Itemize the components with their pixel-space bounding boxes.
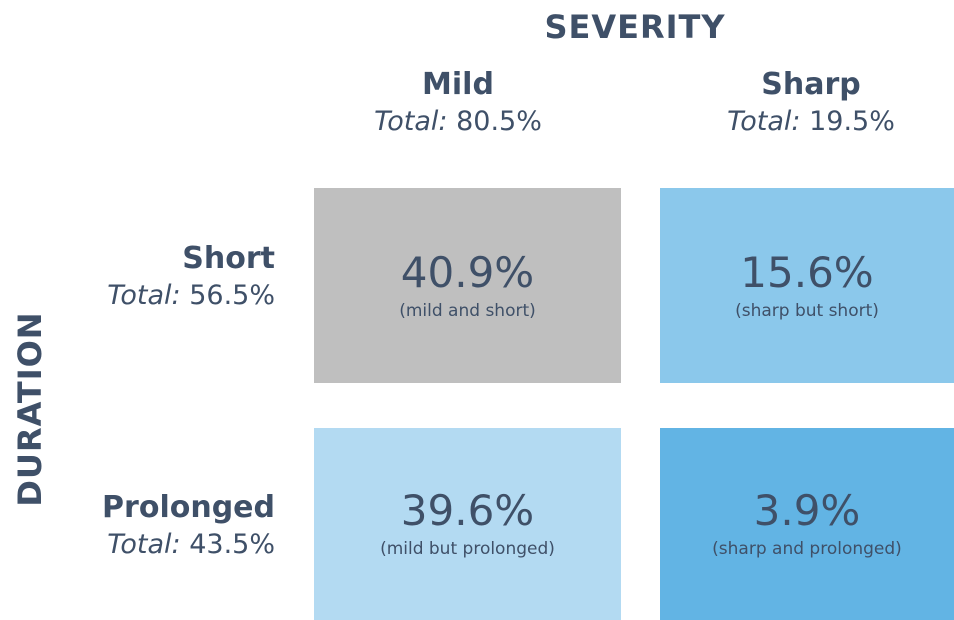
cell-value: 40.9% xyxy=(400,247,535,297)
total-value: 80.5% xyxy=(456,106,542,137)
total-value: 43.5% xyxy=(189,529,275,560)
cell-note: (mild and short) xyxy=(399,300,536,321)
column-sharp: Sharp Total: 19.5% xyxy=(661,66,954,140)
total-label: Total: xyxy=(374,106,448,137)
cell: 15.6% (sharp but short) xyxy=(660,188,954,383)
cell: 3.9% (sharp and prolonged) xyxy=(660,428,954,620)
cell: 39.6% (mild but prolonged) xyxy=(314,428,621,620)
cell-note: (sharp and prolonged) xyxy=(712,539,902,559)
column-total: Total: 19.5% xyxy=(661,104,954,140)
cell-value: 3.9% xyxy=(753,486,861,535)
row-prolonged: Prolonged Total: 43.5% xyxy=(102,489,275,563)
cell: 40.9% (mild and short) xyxy=(314,188,621,383)
row-total: Total: 43.5% xyxy=(102,527,275,563)
total-value: 56.5% xyxy=(189,280,275,311)
row-label: Short xyxy=(182,241,275,276)
row-header: DURATION xyxy=(11,311,49,507)
column-label: Mild xyxy=(422,67,494,102)
row-short: Short Total: 56.5% xyxy=(107,240,275,314)
row-total: Total: 56.5% xyxy=(107,278,275,314)
cell-note: (sharp but short) xyxy=(735,300,879,321)
cell-value: 15.6% xyxy=(740,247,874,297)
column-label: Sharp xyxy=(761,67,861,102)
column-header: SEVERITY xyxy=(544,8,726,46)
column-total: Total: 80.5% xyxy=(308,104,608,140)
total-label: Total: xyxy=(107,280,181,311)
cell-value: 39.6% xyxy=(400,486,535,535)
total-label: Total: xyxy=(107,529,181,560)
total-label: Total: xyxy=(727,106,801,137)
row-label: Prolonged xyxy=(102,490,275,525)
total-value: 19.5% xyxy=(809,106,895,137)
column-mild: Mild Total: 80.5% xyxy=(308,66,608,140)
cell-note: (mild but prolonged) xyxy=(380,539,555,559)
